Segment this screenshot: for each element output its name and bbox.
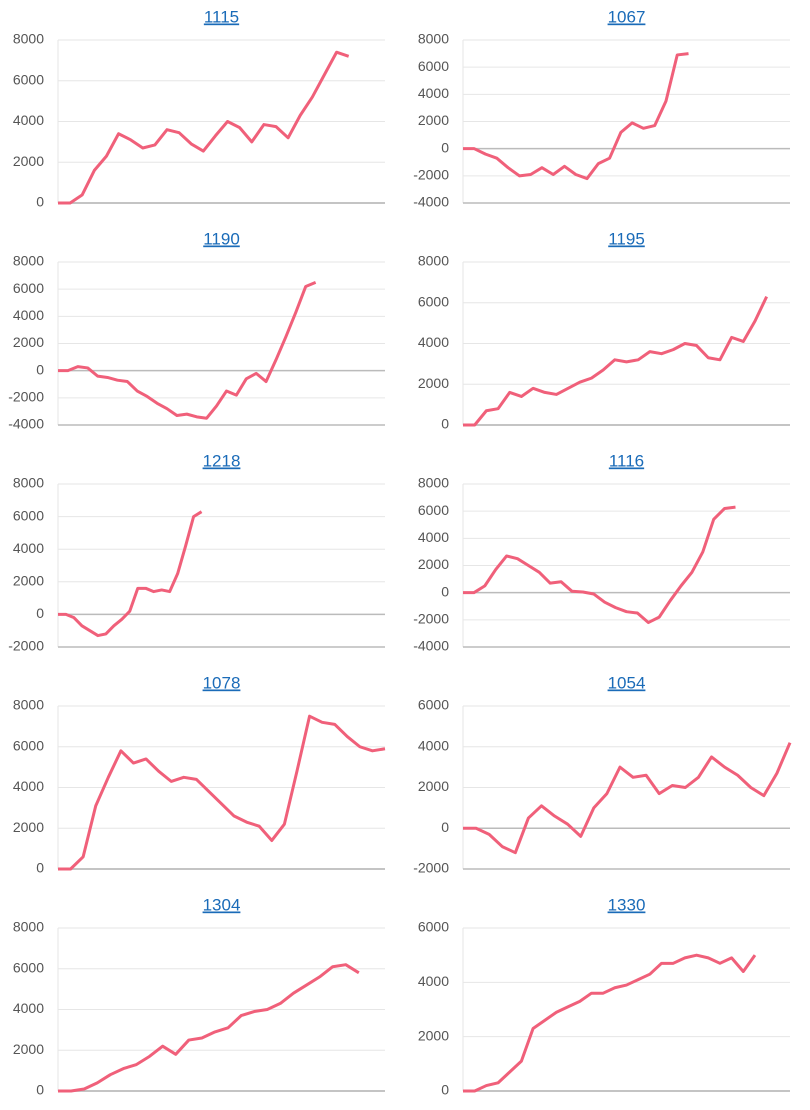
y-tick-label: -2000: [8, 638, 44, 654]
y-tick-label: 8000: [13, 475, 44, 491]
y-tick-label: -2000: [413, 860, 449, 876]
data-line: [463, 295, 768, 427]
chart-panel: 1078 0 2000 4000 6000 8000: [13, 673, 386, 876]
y-tick-label: 4000: [418, 85, 449, 101]
data-line: [58, 280, 317, 420]
y-tick-label: 2000: [418, 112, 449, 128]
chart-panel: 1067 -4000 -2000 0 2000 4000 6000 8000: [413, 7, 790, 210]
y-tick-label: -2000: [413, 167, 449, 183]
y-tick-label: 4000: [418, 973, 449, 989]
y-tick-label: -4000: [8, 416, 44, 432]
y-tick-label: 6000: [13, 280, 44, 296]
chart-title[interactable]: 1054: [608, 673, 646, 692]
chart-title[interactable]: 1304: [203, 895, 241, 914]
data-line: [463, 742, 792, 855]
y-tick-label: 8000: [13, 253, 44, 269]
y-tick-label: 0: [441, 819, 449, 835]
y-tick-label: 8000: [13, 31, 44, 47]
y-tick-label: 2000: [13, 819, 44, 835]
y-tick-label: 0: [441, 416, 449, 432]
y-tick-label: 2000: [13, 573, 44, 589]
chart-panel: 1115 0 2000 4000 6000 8000: [13, 7, 385, 210]
y-tick-label: 2000: [418, 778, 449, 794]
chart-panel: 1218 -2000 0 2000 4000 6000 8000: [8, 451, 385, 654]
y-tick-label: 6000: [418, 697, 449, 713]
y-tick-label: 4000: [13, 540, 44, 556]
y-tick-label: 0: [36, 194, 44, 210]
y-tick-label: 0: [36, 860, 44, 876]
y-tick-label: 0: [441, 1082, 449, 1098]
y-tick-label: 6000: [418, 58, 449, 74]
y-tick-label: -2000: [8, 389, 44, 405]
y-tick-label: -2000: [413, 611, 449, 627]
chart-title[interactable]: 1218: [203, 451, 241, 470]
y-tick-label: 6000: [418, 919, 449, 935]
data-line: [58, 50, 350, 205]
y-tick-label: 8000: [418, 31, 449, 47]
data-line: [58, 510, 203, 638]
y-tick-label: 6000: [13, 959, 44, 975]
y-tick-label: 2000: [418, 375, 449, 391]
y-tick-label: 2000: [13, 153, 44, 169]
chart-panel: 1330 0 2000 4000 6000: [418, 895, 790, 1098]
data-line: [58, 963, 360, 1093]
y-tick-label: 4000: [13, 307, 44, 323]
y-tick-label: 6000: [13, 71, 44, 87]
chart-title[interactable]: 1330: [608, 895, 646, 914]
y-tick-label: 2000: [418, 1027, 449, 1043]
chart-panel: 1195 0 2000 4000 6000 8000: [418, 229, 790, 432]
y-tick-label: 0: [441, 583, 449, 599]
y-tick-label: 8000: [13, 697, 44, 713]
y-tick-label: 2000: [13, 334, 44, 350]
y-tick-label: 4000: [13, 112, 44, 128]
chart-title[interactable]: 1190: [203, 229, 240, 248]
y-tick-label: 0: [441, 139, 449, 155]
y-tick-label: -4000: [413, 638, 449, 654]
y-tick-label: 4000: [13, 778, 44, 794]
y-tick-label: 4000: [13, 1000, 44, 1016]
data-line: [463, 52, 689, 181]
chart-title[interactable]: 1078: [203, 673, 241, 692]
chart-title[interactable]: 1115: [204, 7, 239, 26]
y-tick-label: 2000: [418, 556, 449, 572]
y-tick-label: 0: [36, 361, 44, 377]
data-line: [58, 714, 386, 871]
y-tick-label: 8000: [418, 475, 449, 491]
chart-panel: 1054 -2000 0 2000 4000 6000: [413, 673, 792, 876]
data-line: [463, 505, 736, 625]
data-line: [463, 953, 757, 1093]
y-tick-label: 8000: [13, 919, 44, 935]
chart-title[interactable]: 1116: [609, 451, 644, 470]
y-tick-label: 0: [36, 1082, 44, 1098]
chart-panel: 1190 -4000 -2000 0 2000 4000 6000 8000: [8, 229, 385, 432]
y-tick-label: 4000: [418, 529, 449, 545]
y-tick-label: 6000: [13, 507, 44, 523]
y-tick-label: 4000: [418, 334, 449, 350]
chart-title[interactable]: 1195: [608, 229, 645, 248]
y-tick-label: 4000: [418, 737, 449, 753]
chart-title[interactable]: 1067: [608, 7, 646, 26]
y-tick-label: 6000: [418, 502, 449, 518]
y-tick-label: 2000: [13, 1041, 44, 1057]
y-tick-label: 6000: [418, 293, 449, 309]
y-tick-label: 8000: [418, 253, 449, 269]
chart-panel: 1116 -4000 -2000 0 2000 4000 6000 8000: [413, 451, 790, 654]
y-tick-label: -4000: [413, 194, 449, 210]
chart-panel: 1304 0 2000 4000 6000 8000: [13, 895, 385, 1098]
y-tick-label: 6000: [13, 737, 44, 753]
y-tick-label: 0: [36, 605, 44, 621]
